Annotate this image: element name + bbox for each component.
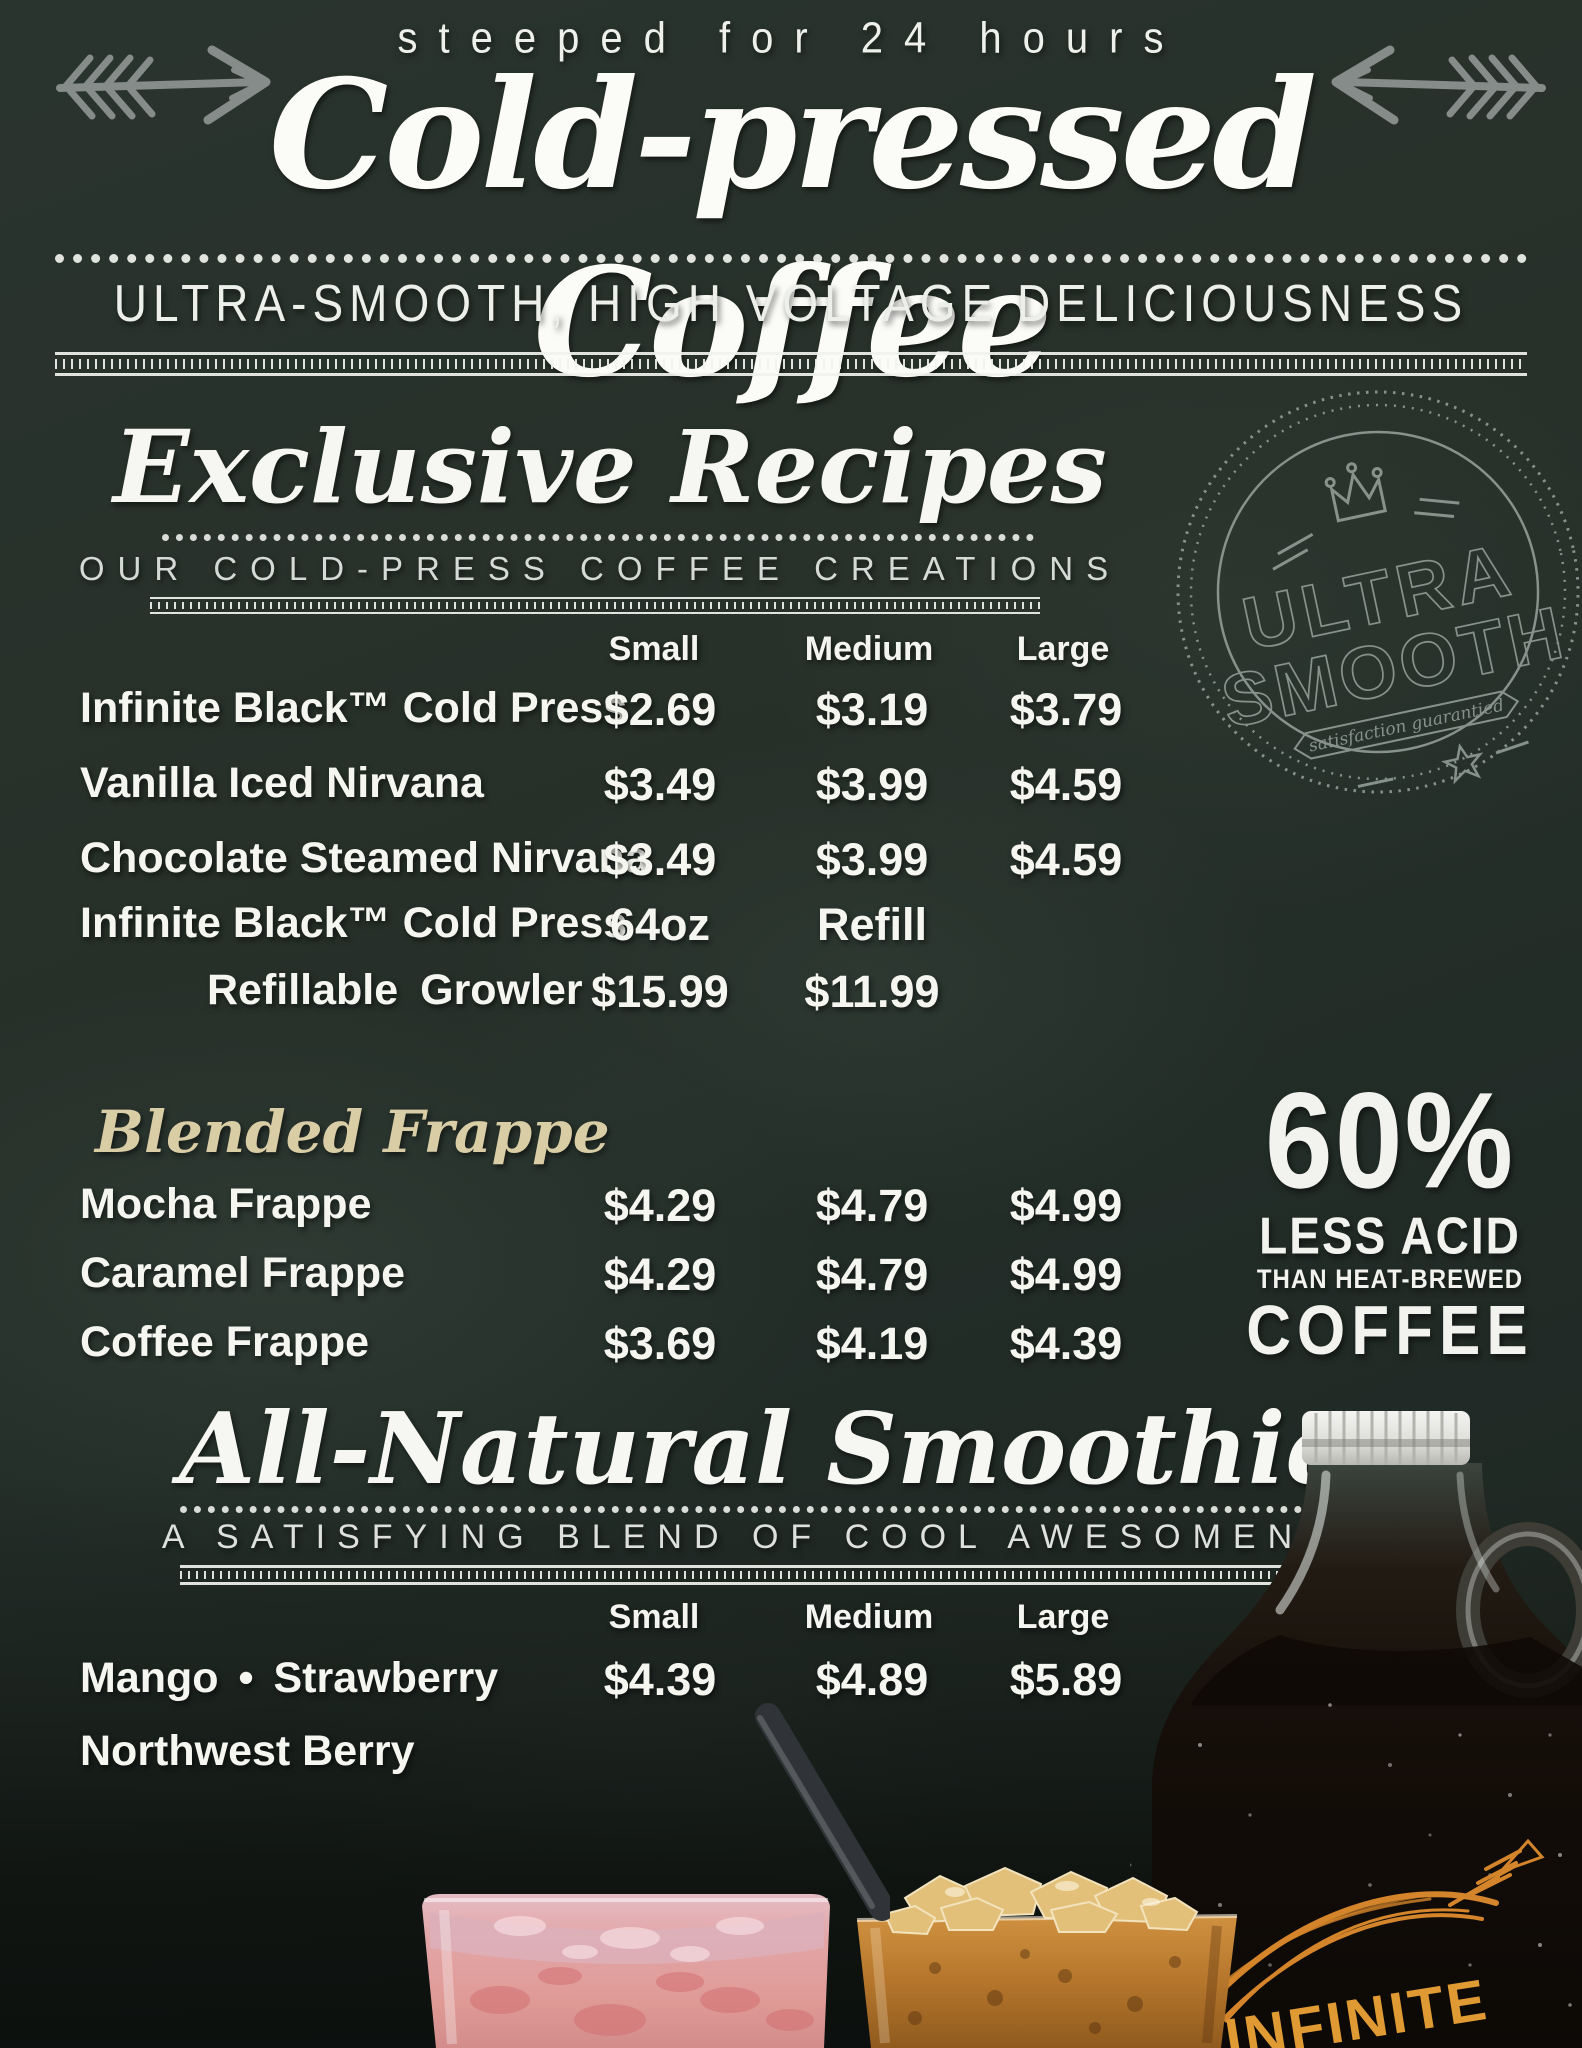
exclusive-subtitle: OUR COLD-PRESS COFFEE CREATIONS — [78, 550, 1122, 587]
size-header-row: Small Medium Large — [0, 1598, 1582, 1660]
menu-item-name: Caramel Frappe — [80, 1249, 406, 1297]
section-title-exclusive-recipes: Exclusive Recipes — [113, 408, 1107, 526]
acid-line3: COFFEE — [1246, 1293, 1534, 1371]
smoothies-dotted-divider — [180, 1506, 1330, 1513]
steeped-subtitle: steeped for 24 hours — [397, 13, 1185, 63]
column-header-small: Small — [608, 1598, 700, 1636]
price-medium: $4.79 — [815, 1180, 929, 1231]
menu-item-name: Infinite Black™ Cold Press — [80, 684, 628, 732]
ice-cubes — [883, 1866, 1199, 1936]
price-medium: $4.19 — [815, 1318, 929, 1369]
growler-col-refill: Refill — [816, 899, 928, 950]
price-medium: $4.79 — [815, 1249, 929, 1300]
price-small: $4.39 — [603, 1654, 717, 1705]
price-medium: $3.99 — [815, 834, 929, 885]
menu-item-name: Mango • Strawberry — [80, 1654, 499, 1702]
menu-item-name: Vanilla Iced Nirvana — [80, 759, 484, 807]
acid-line1: LESS ACID — [1259, 1206, 1521, 1265]
exclusive-dotted-divider — [162, 534, 1034, 541]
menu-item-name: Infinite Black™ Cold Press — [80, 899, 628, 947]
price-small: $3.49 — [603, 834, 717, 885]
page-title: Cold-pressed Coffee — [268, 47, 1317, 411]
header-tick-divider — [55, 352, 1527, 376]
price-large: $4.99 — [1009, 1180, 1123, 1231]
ultra-smooth-stamp-badge: ULTRA SMOOTH satisfaction guarantied — [1176, 390, 1580, 794]
smoothies-tick-divider — [180, 1565, 1350, 1585]
price-small: $3.69 — [603, 1318, 717, 1369]
smoothies-subtitle: A SATISFYING BLEND OF COOL AWESOMENESS — [161, 1518, 1409, 1556]
table-row: Infinite Black™ Cold Press $2.69 $3.19 $… — [0, 684, 1582, 746]
title-dotted-divider — [55, 254, 1527, 263]
smoothie-photo — [422, 1703, 890, 2048]
price-medium: $3.19 — [815, 684, 929, 735]
menu-item-name: Refillable Growler — [207, 966, 583, 1014]
column-header-medium: Medium — [804, 630, 934, 668]
price-small: $2.69 — [603, 684, 717, 735]
price-small: $4.29 — [603, 1249, 717, 1300]
table-row: Caramel Frappe $4.29 $4.79 $4.99 — [0, 1249, 1582, 1311]
growler-header-row: Infinite Black™ Cold Press 64oz Refill — [0, 899, 1582, 961]
price-64oz: $15.99 — [591, 966, 729, 1017]
column-header-large: Large — [1016, 630, 1110, 668]
menu-item-name: Northwest Berry — [80, 1727, 415, 1775]
exclusive-tick-divider — [150, 597, 1040, 614]
price-small: $3.49 — [603, 759, 717, 810]
tagline: ULTRA-SMOOTH, HIGH VOLTAGE DELICIOUSNESS — [113, 273, 1469, 333]
iced-coffee-photo — [856, 1866, 1238, 2048]
star-icon — [1441, 743, 1484, 785]
left-arrow-icon — [56, 45, 271, 125]
size-header-row: Small Medium Large — [0, 630, 1582, 692]
column-header-small: Small — [608, 630, 700, 668]
price-large: $4.59 — [1009, 834, 1123, 885]
column-header-medium: Medium — [804, 1598, 934, 1636]
crown-icon — [1324, 462, 1388, 523]
price-large: $4.39 — [1009, 1318, 1123, 1369]
price-medium: $3.99 — [815, 759, 929, 810]
table-row: Mocha Frappe $4.29 $4.79 $4.99 — [0, 1180, 1582, 1242]
section-title-blended-frappe: Blended Frappe — [95, 1098, 610, 1166]
less-acid-callout: 60% LESS ACID THAN HEAT-BREWED COFFEE — [1195, 1072, 1582, 1367]
price-large: $5.89 — [1009, 1654, 1123, 1705]
acid-percent: 60% — [1264, 1064, 1516, 1217]
menu-item-name: Chocolate Steamed Nirvana — [80, 834, 649, 882]
acid-line2: THAN HEAT-BREWED — [1256, 1264, 1524, 1296]
price-large: $4.59 — [1009, 759, 1123, 810]
table-row: Mango • Strawberry $4.39 $4.89 $5.89 — [0, 1654, 1582, 1716]
table-row: Chocolate Steamed Nirvana $3.49 $3.99 $4… — [0, 834, 1582, 896]
straw — [755, 1703, 890, 1921]
price-large: $4.99 — [1009, 1249, 1123, 1300]
table-row: Vanilla Iced Nirvana $3.49 $3.99 $4.59 — [0, 759, 1582, 821]
menu-item-name: Mocha Frappe — [80, 1180, 372, 1228]
right-arrow-icon — [1331, 45, 1546, 125]
table-row: Coffee Frappe $3.69 $4.19 $4.39 — [0, 1318, 1582, 1380]
column-header-large: Large — [1016, 1598, 1110, 1636]
price-medium: $4.89 — [815, 1654, 929, 1705]
table-row: Northwest Berry — [0, 1727, 1582, 1789]
growler-col-64oz: 64oz — [609, 899, 711, 950]
growler-bottle-photo: INFINITE — [1130, 1411, 1582, 2048]
growler-price-row: Refillable Growler $15.99 $11.99 — [0, 966, 1582, 1028]
menu-item-name: Coffee Frappe — [80, 1318, 370, 1366]
price-large: $3.79 — [1009, 684, 1123, 735]
section-title-smoothies: All-Natural Smoothies — [179, 1392, 1403, 1507]
price-refill: $11.99 — [804, 966, 940, 1017]
price-small: $4.29 — [603, 1180, 717, 1231]
